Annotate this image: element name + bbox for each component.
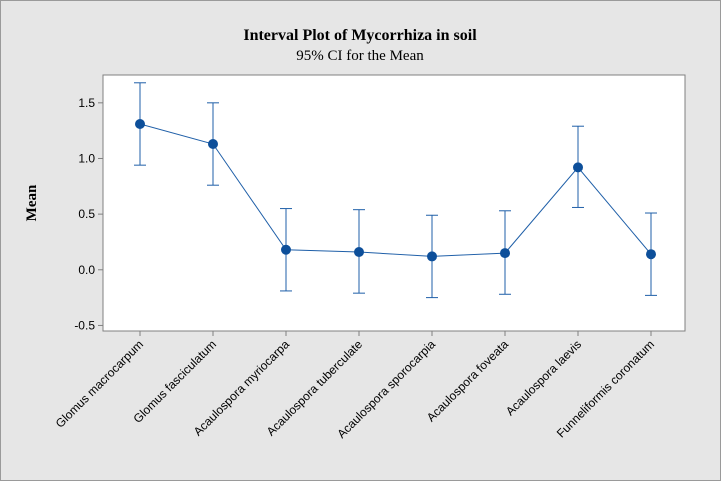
y-axis-label: Mean xyxy=(24,184,40,221)
mean-point xyxy=(208,139,218,150)
chart-title: Interval Plot of Mycorrhiza in soil xyxy=(243,27,477,44)
mean-point xyxy=(354,246,364,257)
y-tick-label: 0.5 xyxy=(78,207,95,221)
y-tick-label: -0.5 xyxy=(74,318,95,332)
x-tick-label: Acaulospora laevis xyxy=(503,337,584,418)
y-tick-label: 0.0 xyxy=(78,263,95,277)
mean-point xyxy=(646,249,656,260)
mean-point xyxy=(281,244,291,255)
y-tick-label: 1.0 xyxy=(78,151,95,165)
mean-point xyxy=(573,162,583,173)
mean-point xyxy=(500,248,510,259)
mean-connect-line xyxy=(139,123,652,257)
plot-area xyxy=(102,74,686,332)
y-tick-label: 1.5 xyxy=(78,96,95,110)
mean-point xyxy=(427,251,437,262)
x-tick-label: Acaulospora foveata xyxy=(424,337,511,424)
chart-subtitle: 95% CI for the Mean xyxy=(296,48,424,64)
mean-point xyxy=(135,118,145,129)
